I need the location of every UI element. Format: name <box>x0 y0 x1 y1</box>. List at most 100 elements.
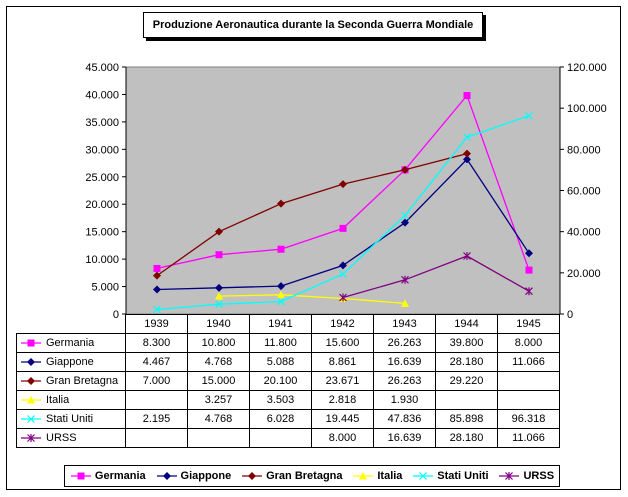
table-row: Giappone 4.467 4.768 5.088 8.861 16.639 28.180… <box>16 352 560 372</box>
row-key-stati-uniti <box>21 415 41 424</box>
data-label: 4.768 <box>187 409 250 429</box>
y-right-tick-label: 100.000 <box>567 103 607 115</box>
series-line-italia <box>218 294 406 305</box>
y-left-tick-label: 5.000 <box>91 282 119 294</box>
data-point-giappone <box>401 218 409 227</box>
row-label-urss: URSS <box>16 428 126 448</box>
legend-label: Gran Bretagna <box>266 470 343 482</box>
data-point-giappone <box>215 283 223 292</box>
y-right-tick-label: 20.000 <box>567 268 601 280</box>
data-point-giappone <box>463 155 471 164</box>
y-left-tick-label: 20.000 <box>85 199 119 211</box>
series-name: Stati Uniti <box>46 413 94 425</box>
y-left-tick-label: 45.000 <box>85 62 119 74</box>
data-point-giappone <box>525 249 533 258</box>
data-point-stati-uniti <box>401 211 409 220</box>
y-right-tick-label: 120.000 <box>567 62 607 74</box>
data-label <box>125 428 188 448</box>
data-label: 11.800 <box>249 333 312 353</box>
legend-item-urss: URSS <box>498 470 554 482</box>
legend-key-stati-uniti <box>413 472 434 480</box>
series-line-urss <box>342 255 530 299</box>
data-point-gran-bretagna <box>153 271 161 280</box>
series-name: URSS <box>46 432 77 444</box>
data-label: 96.318 <box>497 409 560 429</box>
data-point-germania <box>153 264 161 272</box>
data-label: 3.503 <box>249 390 312 410</box>
data-table: 1939 1940 1941 1942 1943 1944 1945 Germania 8.30… <box>16 314 560 448</box>
data-label <box>187 428 250 448</box>
data-label: 4.467 <box>125 352 188 372</box>
data-point-stati-uniti <box>215 300 223 309</box>
legend-key-italia <box>353 472 374 480</box>
series-giappone <box>153 155 533 294</box>
y-left-tick-label: 25.000 <box>85 172 119 184</box>
legend-label: Giappone <box>180 470 232 482</box>
x-tick-label: 1944 <box>435 314 498 334</box>
data-label: 4.768 <box>187 352 250 372</box>
data-label: 6.028 <box>249 409 312 429</box>
x-tick-label: 1945 <box>497 314 560 334</box>
data-point-germania <box>463 92 471 100</box>
data-label <box>435 390 498 410</box>
data-label: 20.100 <box>249 371 312 391</box>
legend-label: Italia <box>377 470 403 482</box>
legend-item-stati-uniti: Stati Uniti <box>412 470 489 482</box>
row-key-italia <box>21 396 41 404</box>
series-name: Germania <box>46 337 95 349</box>
data-label: 8.861 <box>311 352 374 372</box>
data-label: 16.639 <box>373 428 436 448</box>
data-point-gran-bretagna <box>277 199 285 208</box>
data-point-gran-bretagna <box>401 165 409 174</box>
row-label-italia: Italia <box>16 390 126 410</box>
data-point-stati-uniti <box>339 270 347 278</box>
table-corner <box>16 314 126 334</box>
data-label: 1.930 <box>373 390 436 410</box>
legend-label: Germania <box>94 470 146 482</box>
data-point-germania <box>525 266 533 274</box>
y-left-tick-label: 40.000 <box>85 89 119 101</box>
plot-area <box>125 66 561 315</box>
data-label <box>497 371 560 391</box>
row-label-stati-uniti: Stati Uniti <box>16 409 126 429</box>
x-tick-label: 1940 <box>187 314 250 334</box>
y-left-tick-label: 10.000 <box>85 254 119 266</box>
series-name: Gran Bretagna <box>46 375 119 387</box>
table-row: Italia 3.257 3.503 2.818 1.930 <box>16 390 560 410</box>
legend: Germania Giappone Gran Bretagna Italia Stati… <box>64 465 560 487</box>
series-urss <box>339 251 533 302</box>
x-tick-label: 1943 <box>373 314 436 334</box>
data-label: 15.000 <box>187 371 250 391</box>
table-row: Germania 8.300 10.800 11.800 15.600 26.263 39.… <box>16 333 560 353</box>
data-point-urss <box>525 287 533 296</box>
x-tick-label: 1942 <box>311 314 374 334</box>
data-label: 15.600 <box>311 333 374 353</box>
legend-label: Stati Uniti <box>437 470 489 482</box>
data-label: 47.836 <box>373 409 436 429</box>
series-stati-uniti <box>153 111 533 314</box>
x-tick-label: 1941 <box>249 314 312 334</box>
table-row: URSS 8.000 16.639 28.180 11.066 <box>16 428 560 448</box>
data-point-stati-uniti <box>525 111 533 120</box>
data-label: 26.263 <box>373 371 436 391</box>
data-point-germania <box>277 245 285 253</box>
y-right-tick-label: 0 <box>567 309 573 321</box>
series-gran-bretagna <box>153 149 471 280</box>
table-row: Stati Uniti 2.195 4.768 6.028 19.445 47.836 85… <box>16 409 560 429</box>
series-line-gran-bretagna <box>156 152 468 277</box>
data-label: 85.898 <box>435 409 498 429</box>
data-point-urss <box>463 251 471 260</box>
data-label <box>497 390 560 410</box>
legend-item-giappone: Giappone <box>156 470 232 482</box>
data-point-giappone <box>277 282 285 291</box>
data-label: 2.818 <box>311 390 374 410</box>
data-label: 28.180 <box>435 352 498 372</box>
legend-key-germania <box>70 472 91 480</box>
data-label: 19.445 <box>311 409 374 429</box>
y-right-tick-label: 60.000 <box>567 186 601 198</box>
y-left-tick-label: 30.000 <box>85 144 119 156</box>
legend-item-gran-bretagna: Gran Bretagna <box>241 470 343 482</box>
legend-key-gran-bretagna <box>242 472 263 480</box>
data-label: 16.639 <box>373 352 436 372</box>
